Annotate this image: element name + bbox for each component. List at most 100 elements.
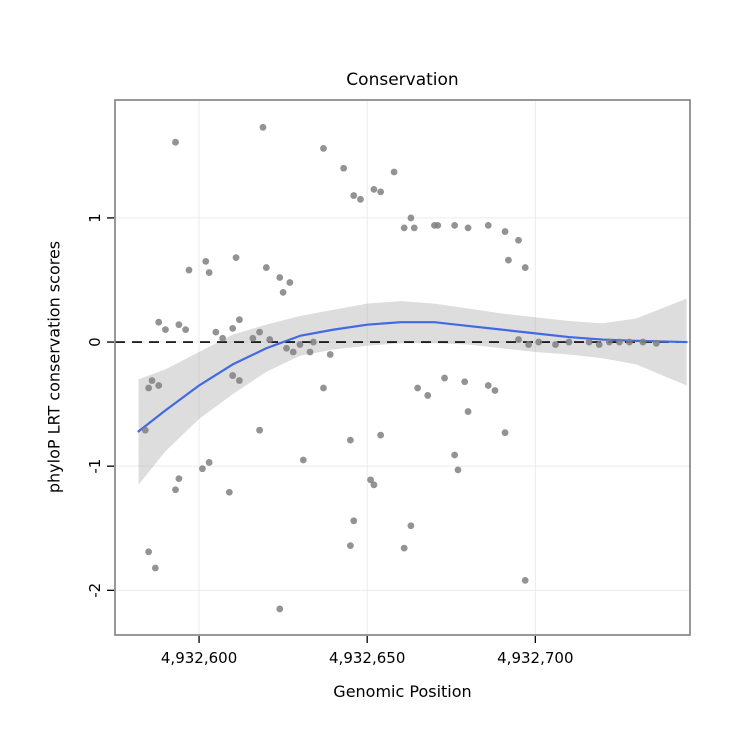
data-point bbox=[377, 188, 385, 196]
data-point bbox=[320, 384, 327, 392]
data-point bbox=[262, 264, 270, 271]
data-point bbox=[346, 436, 354, 444]
data-point bbox=[491, 387, 499, 394]
data-point bbox=[350, 517, 358, 525]
data-point bbox=[326, 351, 334, 358]
data-point bbox=[155, 318, 163, 326]
data-point bbox=[205, 459, 213, 466]
data-point bbox=[276, 274, 284, 281]
data-point bbox=[552, 341, 559, 348]
x-tick-label: 4,932,650 bbox=[329, 649, 405, 667]
data-point bbox=[605, 338, 613, 346]
data-point bbox=[464, 408, 472, 415]
data-point bbox=[175, 321, 183, 329]
x-tick-label: 4,932,600 bbox=[161, 649, 237, 667]
data-point bbox=[306, 348, 314, 356]
data-point bbox=[185, 266, 193, 274]
data-point bbox=[357, 195, 364, 203]
data-point bbox=[266, 336, 274, 343]
data-point bbox=[501, 228, 509, 235]
data-point bbox=[229, 372, 237, 379]
data-point bbox=[484, 221, 492, 229]
data-point bbox=[461, 378, 469, 386]
data-point bbox=[535, 338, 543, 346]
data-point bbox=[424, 392, 432, 399]
data-point bbox=[521, 264, 529, 271]
data-point bbox=[309, 338, 317, 346]
data-point bbox=[615, 338, 623, 346]
data-point bbox=[407, 214, 415, 222]
data-point bbox=[390, 168, 398, 176]
data-point bbox=[256, 328, 263, 336]
y-tick-label: -1 bbox=[86, 459, 104, 474]
data-point bbox=[515, 336, 522, 343]
data-point bbox=[434, 221, 442, 229]
data-point bbox=[232, 254, 240, 262]
y-tick-label: -2 bbox=[86, 583, 104, 598]
data-point bbox=[515, 236, 522, 244]
data-point bbox=[155, 382, 163, 389]
data-point bbox=[289, 348, 297, 356]
y-axis-title: phyloP LRT conservation scores bbox=[44, 240, 64, 494]
data-point bbox=[151, 564, 159, 572]
data-point bbox=[414, 384, 422, 392]
data-point bbox=[145, 384, 153, 392]
data-point bbox=[296, 341, 304, 348]
data-point bbox=[370, 481, 378, 489]
grid-lines bbox=[115, 100, 690, 635]
data-point bbox=[370, 185, 378, 193]
data-point bbox=[162, 326, 169, 334]
data-point bbox=[256, 426, 263, 434]
data-point bbox=[236, 316, 243, 324]
data-point bbox=[219, 334, 227, 342]
data-point bbox=[367, 476, 374, 484]
data-point bbox=[212, 328, 220, 336]
data-point bbox=[501, 429, 509, 437]
data-point bbox=[451, 221, 459, 229]
data-point bbox=[484, 382, 492, 389]
data-points bbox=[141, 123, 660, 613]
data-point bbox=[225, 488, 233, 496]
x-tick-label: 4,932,700 bbox=[497, 649, 573, 667]
data-point bbox=[454, 466, 462, 474]
y-tick-label: 0 bbox=[86, 337, 104, 347]
data-point bbox=[172, 138, 179, 146]
data-point bbox=[141, 426, 149, 434]
data-point bbox=[346, 542, 354, 550]
data-point bbox=[565, 338, 573, 346]
data-point bbox=[276, 605, 284, 613]
panel-border bbox=[114, 99, 691, 636]
data-point bbox=[229, 324, 237, 332]
x-axis: 4,932,600 4,932,650 4,932,700 bbox=[161, 636, 573, 667]
data-point bbox=[377, 431, 385, 439]
data-point bbox=[639, 338, 647, 346]
data-point bbox=[199, 465, 206, 473]
data-point bbox=[182, 326, 190, 334]
data-point bbox=[464, 224, 472, 232]
data-point bbox=[249, 334, 257, 342]
data-point bbox=[148, 377, 156, 384]
data-point bbox=[299, 456, 307, 464]
data-point bbox=[652, 339, 660, 347]
data-point bbox=[259, 123, 267, 131]
data-point bbox=[626, 338, 633, 346]
smooth-line bbox=[137, 321, 688, 433]
data-point bbox=[286, 279, 294, 286]
data-point bbox=[505, 256, 512, 264]
data-point bbox=[410, 224, 418, 232]
data-point bbox=[236, 377, 243, 384]
y-tick-label: 1 bbox=[86, 213, 104, 223]
data-point bbox=[320, 145, 327, 152]
data-point bbox=[279, 289, 287, 296]
data-point bbox=[340, 164, 348, 172]
data-point bbox=[175, 475, 183, 482]
y-axis: 1 0 -1 -2 bbox=[86, 213, 114, 598]
data-point bbox=[585, 338, 593, 346]
data-point bbox=[400, 544, 408, 552]
data-point bbox=[441, 374, 448, 382]
data-point bbox=[595, 341, 603, 348]
data-point bbox=[145, 548, 153, 556]
data-point bbox=[205, 269, 213, 276]
